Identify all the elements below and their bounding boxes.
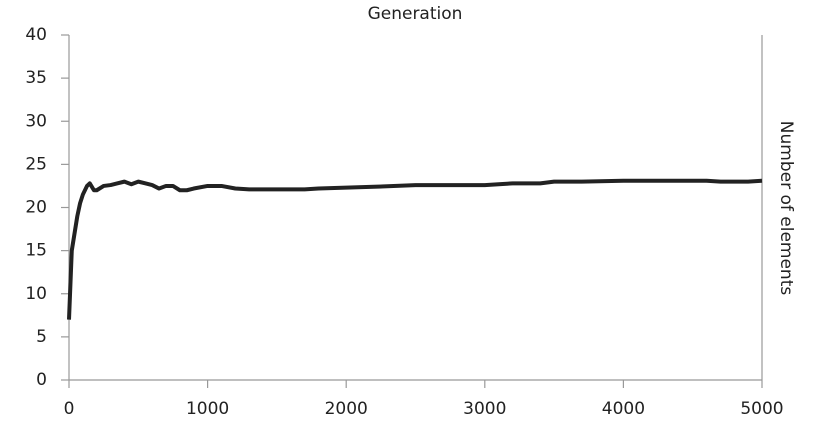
y-tick-label: 25 bbox=[25, 154, 47, 174]
x-tick-label: 5000 bbox=[740, 399, 783, 419]
y-tick-label: 10 bbox=[25, 284, 47, 304]
y-tick-label: 30 bbox=[25, 111, 47, 131]
y-tick-label: 0 bbox=[36, 370, 47, 390]
data-line bbox=[67, 178, 763, 320]
y-tick-label: 35 bbox=[25, 68, 47, 88]
y-tick-label: 40 bbox=[25, 25, 47, 45]
x-tick-label: 4000 bbox=[602, 399, 645, 419]
x-axis-title: Generation bbox=[368, 4, 463, 24]
y-tick-label: 5 bbox=[36, 327, 47, 347]
y-tick-label: 20 bbox=[25, 198, 47, 218]
x-tick-label: 3000 bbox=[463, 399, 506, 419]
x-tick-label: 0 bbox=[64, 399, 75, 419]
x-tick-label: 2000 bbox=[325, 399, 368, 419]
y-tick-label: 15 bbox=[25, 241, 47, 261]
x-tick-label: 1000 bbox=[186, 399, 229, 419]
y-axis-title: Number of elements bbox=[776, 121, 796, 296]
